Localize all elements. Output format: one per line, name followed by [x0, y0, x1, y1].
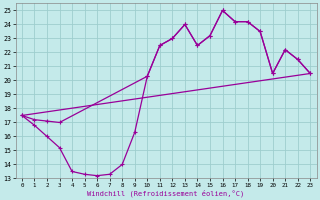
X-axis label: Windchill (Refroidissement éolien,°C): Windchill (Refroidissement éolien,°C) — [87, 189, 245, 197]
